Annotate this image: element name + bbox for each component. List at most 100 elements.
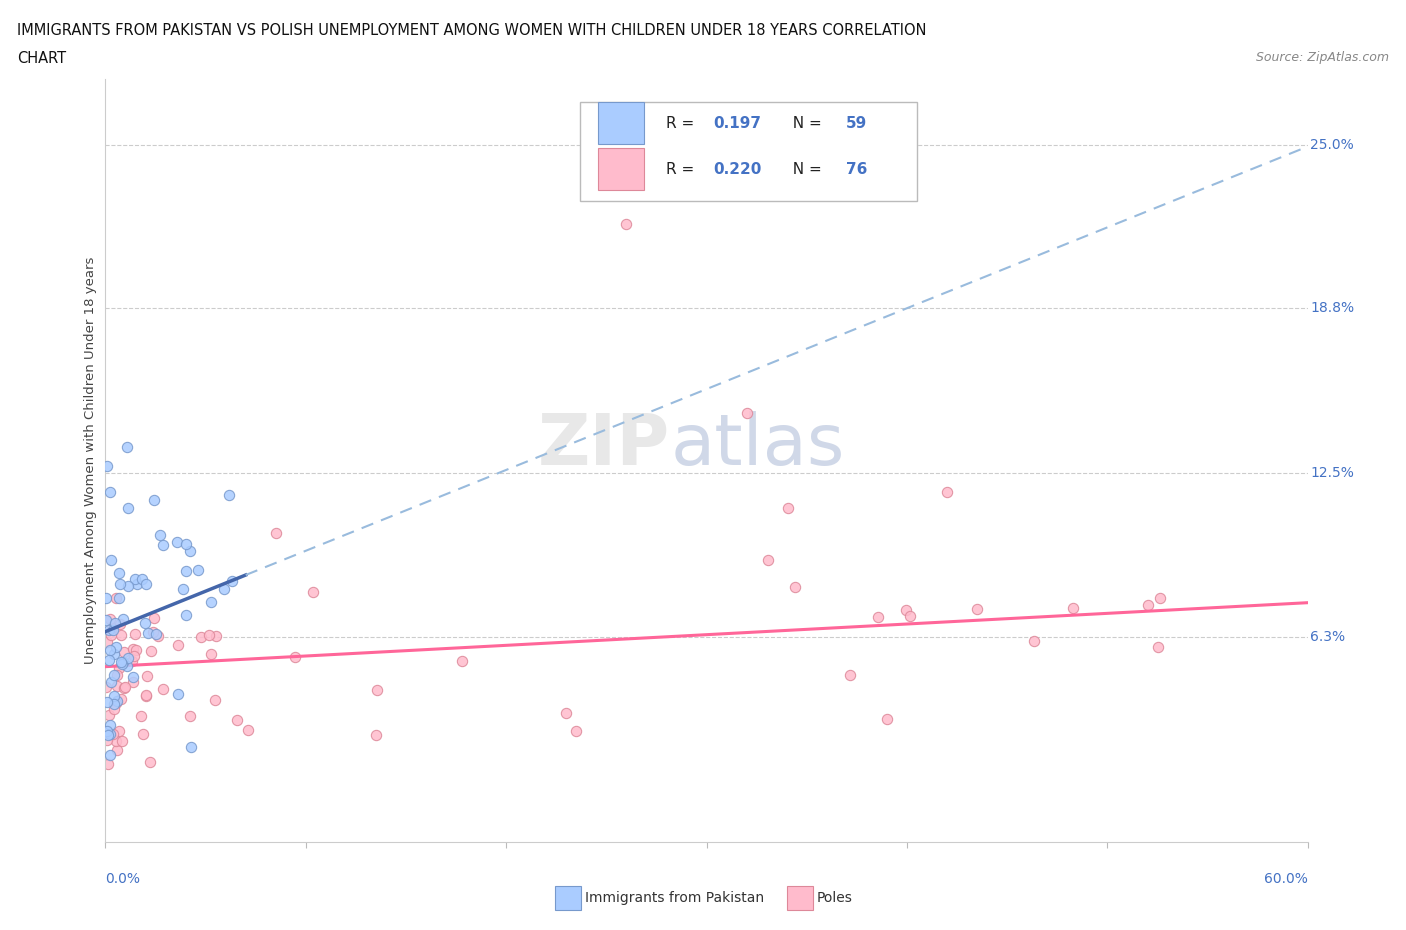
Point bbox=[98, 623, 121, 638]
Point bbox=[785, 579, 807, 594]
Point bbox=[110, 655, 132, 670]
Text: Poles: Poles bbox=[817, 891, 853, 906]
Point bbox=[226, 712, 249, 727]
Point bbox=[179, 709, 201, 724]
Point bbox=[135, 687, 157, 702]
Point bbox=[166, 686, 188, 701]
Point bbox=[111, 611, 134, 626]
Text: R =: R = bbox=[665, 115, 699, 131]
Point bbox=[105, 734, 128, 749]
Point bbox=[565, 723, 588, 737]
Point bbox=[616, 217, 638, 232]
Point bbox=[112, 644, 135, 659]
Point bbox=[104, 616, 127, 631]
Point bbox=[735, 405, 758, 420]
Point bbox=[221, 574, 243, 589]
Bar bbox=[599, 102, 644, 144]
Point bbox=[98, 717, 121, 732]
Point bbox=[108, 617, 131, 631]
Point bbox=[190, 630, 212, 644]
Point bbox=[451, 654, 474, 669]
Point bbox=[114, 680, 136, 695]
Point bbox=[1062, 601, 1084, 616]
Point bbox=[143, 610, 166, 625]
Point bbox=[139, 754, 162, 769]
Point bbox=[104, 591, 127, 605]
Point bbox=[204, 693, 226, 708]
Text: 12.5%: 12.5% bbox=[1310, 467, 1354, 481]
Point bbox=[1022, 633, 1045, 648]
Point bbox=[105, 640, 128, 655]
Point bbox=[166, 535, 188, 550]
Point bbox=[205, 629, 228, 644]
Point bbox=[142, 492, 165, 507]
Point bbox=[108, 590, 131, 604]
Point bbox=[141, 625, 163, 640]
Point bbox=[100, 620, 122, 635]
Point bbox=[284, 649, 307, 664]
Text: 25.0%: 25.0% bbox=[1310, 138, 1354, 152]
Point bbox=[139, 644, 162, 658]
Point bbox=[103, 668, 125, 683]
Point bbox=[110, 628, 132, 643]
Text: 6.3%: 6.3% bbox=[1310, 630, 1346, 644]
Point bbox=[96, 458, 118, 473]
Point bbox=[108, 577, 131, 591]
Point bbox=[936, 485, 959, 499]
Text: 18.8%: 18.8% bbox=[1310, 300, 1354, 315]
Point bbox=[124, 627, 146, 642]
Point bbox=[107, 724, 129, 738]
Point bbox=[121, 654, 143, 669]
Point bbox=[97, 727, 120, 742]
Point bbox=[138, 626, 160, 641]
Text: CHART: CHART bbox=[17, 51, 66, 66]
Point bbox=[136, 669, 159, 684]
Point bbox=[122, 642, 145, 657]
Point bbox=[896, 603, 918, 618]
Point bbox=[200, 594, 222, 609]
Point bbox=[187, 563, 209, 578]
Point bbox=[100, 552, 122, 567]
Text: N =: N = bbox=[783, 115, 827, 131]
Bar bbox=[599, 148, 644, 190]
Point bbox=[117, 659, 139, 674]
Point bbox=[200, 646, 222, 661]
Point bbox=[111, 734, 134, 749]
Point bbox=[98, 643, 121, 658]
Point bbox=[218, 487, 240, 502]
Point bbox=[176, 537, 198, 551]
Point bbox=[111, 657, 134, 671]
Point bbox=[110, 692, 132, 707]
Point bbox=[174, 564, 197, 578]
Point bbox=[778, 500, 800, 515]
Point bbox=[117, 651, 139, 666]
Point bbox=[125, 643, 148, 658]
Text: 0.197: 0.197 bbox=[714, 115, 762, 131]
Point bbox=[135, 688, 157, 703]
Text: N =: N = bbox=[783, 162, 827, 177]
Point bbox=[103, 701, 125, 716]
Point bbox=[838, 668, 860, 683]
Point bbox=[97, 653, 120, 668]
Point bbox=[554, 706, 576, 721]
Y-axis label: Unemployment Among Women with Children Under 18 years: Unemployment Among Women with Children U… bbox=[84, 257, 97, 664]
Point bbox=[105, 693, 128, 708]
Point bbox=[366, 728, 388, 743]
Text: Immigrants from Pakistan: Immigrants from Pakistan bbox=[585, 891, 763, 906]
Point bbox=[97, 756, 120, 771]
Point bbox=[94, 680, 117, 695]
Point bbox=[103, 697, 125, 711]
Point bbox=[100, 628, 122, 643]
Point bbox=[103, 689, 125, 704]
Point bbox=[876, 711, 898, 726]
Point bbox=[135, 577, 157, 591]
Text: 0.220: 0.220 bbox=[714, 162, 762, 177]
Point bbox=[108, 565, 131, 580]
Text: 0.0%: 0.0% bbox=[105, 872, 141, 886]
Point bbox=[198, 628, 221, 643]
Point bbox=[107, 668, 129, 683]
Point bbox=[212, 581, 235, 596]
Point bbox=[112, 681, 135, 696]
Point bbox=[122, 649, 145, 664]
Point bbox=[122, 670, 145, 684]
